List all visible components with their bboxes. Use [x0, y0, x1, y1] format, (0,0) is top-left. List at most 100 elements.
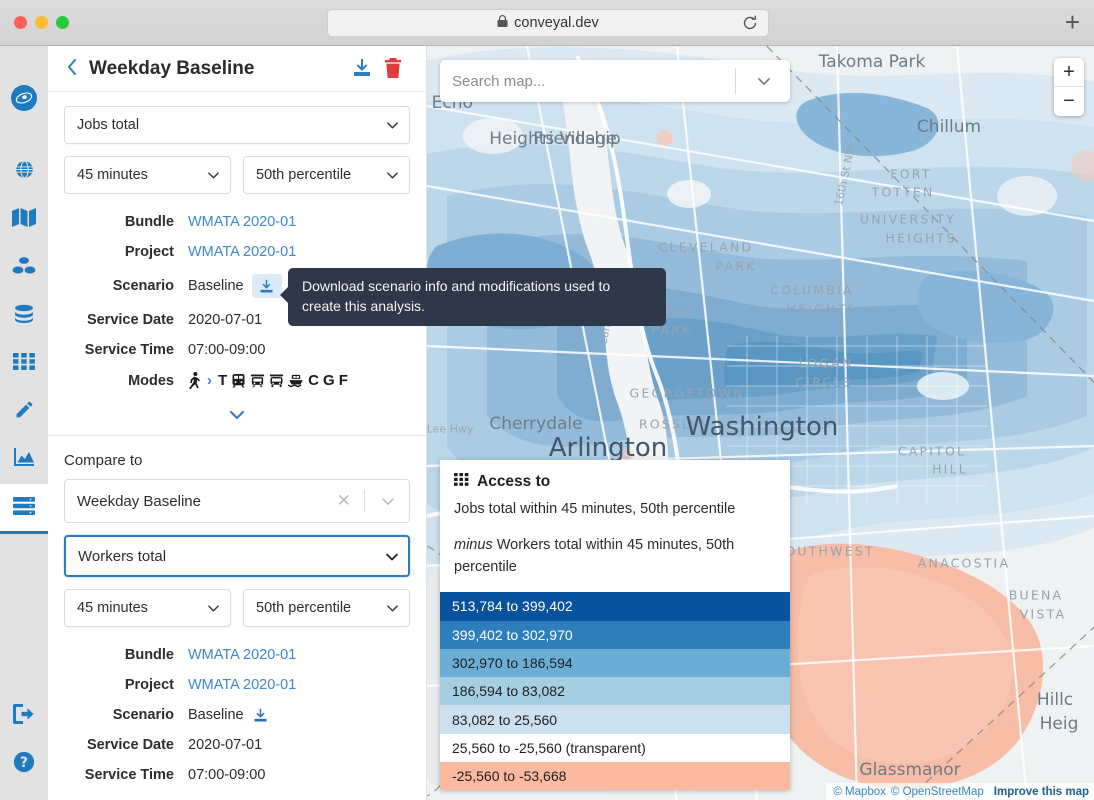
tram-icon [250, 373, 265, 388]
compare-cutoff-value: 45 minutes [77, 600, 148, 616]
bus-icon [269, 373, 284, 388]
improve-map-link[interactable]: Improve this map [993, 785, 1089, 798]
sidebar-item-projects[interactable] [0, 196, 48, 244]
legend-header: Access to [440, 460, 790, 495]
lock-icon [497, 15, 508, 31]
service-time-value: 07:00-09:00 [188, 342, 266, 358]
compare-cutoff-select[interactable]: 45 minutes [64, 589, 231, 627]
minimize-window-button[interactable] [35, 16, 48, 29]
sidebar-item-regions[interactable] [0, 148, 48, 196]
sidebar-item-logout[interactable] [0, 692, 48, 740]
scenario-download-icon[interactable] [253, 708, 268, 723]
conveyal-logo-icon[interactable] [0, 74, 48, 122]
maximize-window-button[interactable] [56, 16, 69, 29]
metadata-label: Scenario [112, 278, 174, 294]
trash-icon[interactable] [384, 57, 404, 80]
compare-percentile-value: 50th percentile [256, 600, 352, 616]
sidebar-item-modifications[interactable] [0, 388, 48, 436]
service-time-value: 07:00-09:00 [188, 767, 266, 783]
panel-header: Weekday Baseline [48, 46, 426, 92]
metadata-label: Service Time [84, 342, 174, 358]
compare-analysis-combobox[interactable]: Weekday Baseline ✕ [64, 479, 410, 523]
legend-row: 399,402 to 302,970 [440, 620, 790, 649]
map-attribution: © Mapbox © OpenStreetMap Improve this ma… [826, 783, 1094, 800]
close-window-button[interactable] [14, 16, 27, 29]
map-container[interactable]: BethesdaTakoma ParkGlen EchoFriendshipHe… [427, 46, 1094, 800]
close-icon[interactable]: ✕ [336, 491, 351, 510]
rail-bottom-group: ? [0, 692, 48, 788]
compare-opportunity-dataset-select[interactable]: Workers total [64, 535, 410, 577]
svg-text:?: ? [20, 754, 28, 770]
sidebar-item-opportunity-datasets[interactable] [0, 292, 48, 340]
metadata-row-scenario: Scenario Baseline [64, 274, 410, 298]
chevron-down-icon [385, 550, 398, 563]
legend-scale-rows: 513,784 to 399,402 399,402 to 302,970 302,… [440, 592, 790, 791]
mode-letter-g: G [323, 372, 335, 389]
service-date-value: 2020-07-01 [188, 737, 263, 753]
compare-dataset-wrapper: Workers total [64, 535, 410, 577]
pencil-icon [14, 399, 35, 425]
scenario-value-group: Baseline [188, 274, 282, 298]
legend-row: 302,970 to 186,594 [440, 648, 790, 678]
primary-opportunity-dataset-select[interactable]: Jobs total [64, 106, 410, 144]
legend-row: -25,560 to -53,668 [440, 762, 790, 791]
chevron-down-icon [207, 169, 220, 182]
sign-out-icon [13, 703, 35, 729]
scenario-download-icon[interactable] [251, 274, 282, 298]
scenario-value-group: Baseline [188, 707, 268, 723]
chevron-right-icon: › [207, 372, 212, 389]
legend-title: Access to [477, 473, 551, 490]
service-date-value: 2020-07-01 [188, 312, 263, 328]
metadata-row-modes: Modes › T [64, 372, 410, 389]
osm-attribution[interactable]: © OpenStreetMap [890, 785, 984, 798]
project-link[interactable]: WMATA 2020-01 [188, 244, 297, 260]
zoom-out-button[interactable]: − [1063, 90, 1075, 112]
project-link[interactable]: WMATA 2020-01 [188, 677, 297, 693]
page-title: Weekday Baseline [89, 57, 255, 79]
database-icon [13, 304, 35, 329]
map-search-input[interactable]: Search map... [440, 60, 790, 102]
ferry-icon [288, 373, 304, 388]
mode-letter-c: C [308, 372, 320, 389]
chevron-down-icon [386, 169, 399, 182]
legend-description-compare: minus Workers total within 45 minutes, 5… [440, 535, 790, 593]
compare-opportunity-dataset-value: Workers total [78, 547, 167, 565]
mode-letter-f: F [338, 372, 348, 389]
map-zoom-controls: + − [1054, 58, 1084, 116]
address-bar[interactable]: conveyal.dev [327, 9, 769, 37]
primary-cutoff-select[interactable]: 45 minutes [64, 156, 231, 194]
metadata-label: Service Date [86, 312, 174, 328]
metadata-label: Modes [128, 372, 174, 389]
metadata-row-project: Project WMATA 2020-01 [64, 244, 410, 260]
metadata-label: Project [124, 244, 174, 260]
primary-percentile-value: 50th percentile [256, 167, 352, 183]
map-icon [12, 207, 36, 233]
chevron-down-icon [386, 602, 399, 615]
sidebar-item-analysis[interactable] [0, 436, 48, 484]
compare-to-heading: Compare to [64, 452, 143, 469]
mapbox-attribution[interactable]: © Mapbox [833, 785, 886, 798]
metadata-label: Bundle [124, 214, 174, 230]
subway-icon [231, 373, 246, 388]
modes-list: › T C [188, 372, 348, 389]
sidebar-item-spatial-datasets[interactable] [0, 340, 48, 388]
primary-opportunity-dataset-value: Jobs total [77, 117, 140, 133]
metadata-label: Project [124, 677, 174, 693]
compare-percentile-select[interactable]: 50th percentile [243, 589, 410, 627]
legend-row: 513,784 to 399,402 [440, 592, 790, 621]
sidebar-item-help[interactable]: ? [0, 740, 48, 788]
expand-details-chevron-down-icon[interactable] [64, 403, 410, 435]
new-tab-button[interactable]: + [1064, 7, 1080, 37]
primary-percentile-select[interactable]: 50th percentile [243, 156, 410, 194]
compare-cutoff-percentile-row: 45 minutes 50th percentile [64, 589, 410, 627]
download-icon[interactable] [352, 58, 372, 80]
chevron-down-icon[interactable] [756, 73, 772, 89]
sidebar-item-regional-analyses[interactable] [0, 484, 48, 532]
bundle-link[interactable]: WMATA 2020-01 [188, 647, 297, 663]
sidebar-item-bundles[interactable] [0, 244, 48, 292]
bundle-link[interactable]: WMATA 2020-01 [188, 214, 297, 230]
reload-icon[interactable] [742, 15, 758, 31]
chevron-left-icon[interactable] [66, 58, 77, 80]
zoom-in-button[interactable]: + [1054, 58, 1084, 87]
